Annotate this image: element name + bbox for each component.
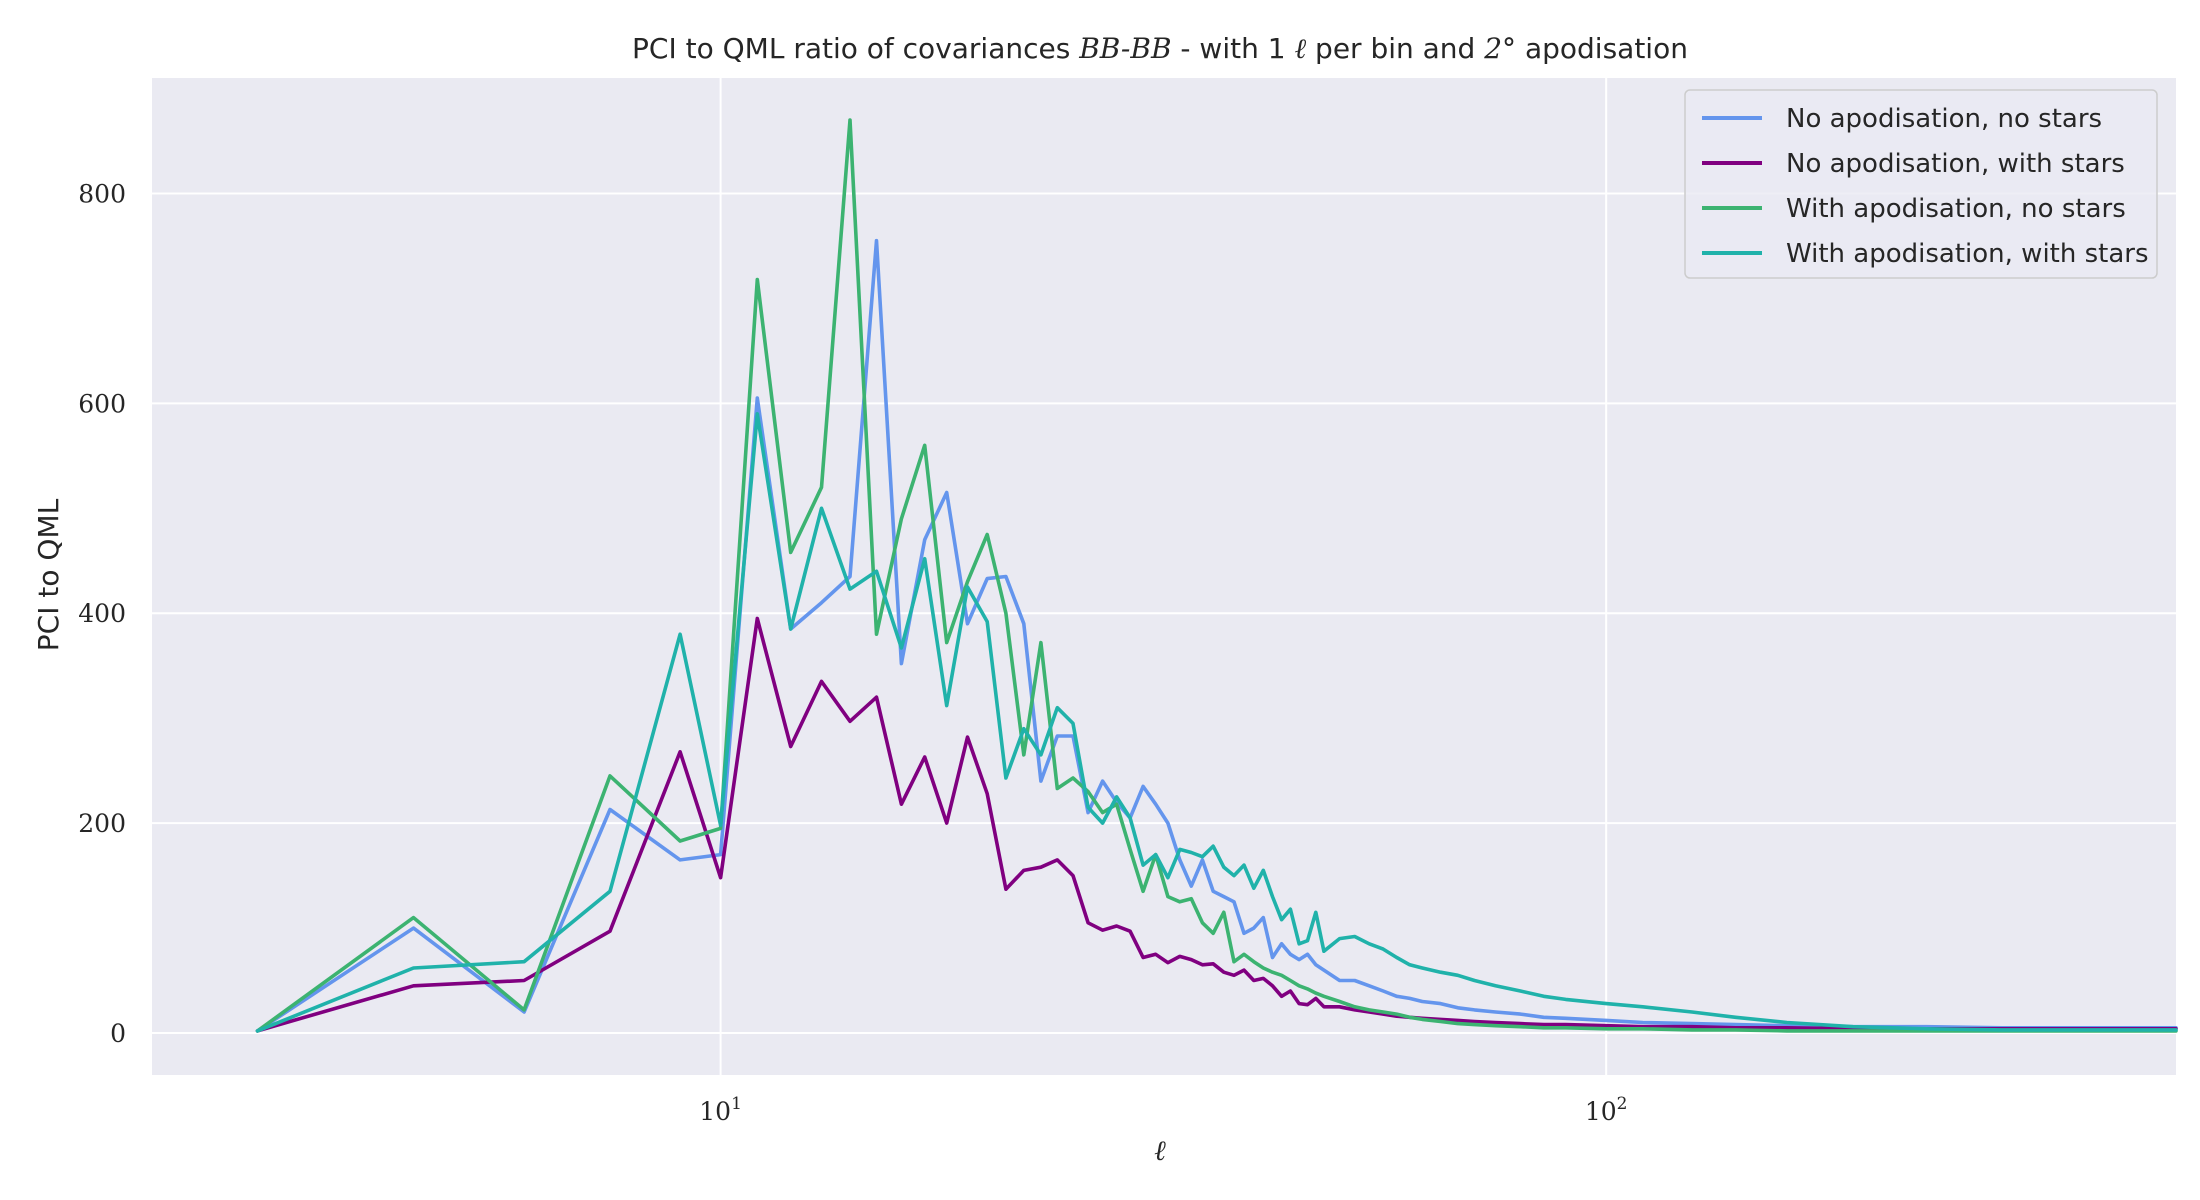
legend-box bbox=[1684, 89, 2158, 279]
series-line-2 bbox=[255, 616, 2178, 1033]
series-line-1 bbox=[255, 238, 2178, 1033]
x-tick-label: 102 bbox=[1585, 1094, 1628, 1126]
y-tick-label: 400 bbox=[78, 599, 126, 628]
y-tick-label: 200 bbox=[78, 809, 126, 838]
legend-label: No apodisation, with stars bbox=[1786, 149, 2125, 179]
x-tick-label: 101 bbox=[699, 1094, 742, 1126]
series-line-4 bbox=[255, 412, 2178, 1033]
y-axis-label: PCI to QML bbox=[32, 498, 65, 651]
y-tick-label: 0 bbox=[110, 1019, 126, 1048]
legend-label: With apodisation, no stars bbox=[1786, 194, 2126, 224]
series-layer bbox=[255, 118, 2178, 1033]
chart-title: PCI to QML ratio of covariances BB-BB - … bbox=[632, 32, 1688, 65]
ticks: 0 200 400 600 800 101 102 bbox=[78, 179, 1627, 1126]
legend-label: With apodisation, with stars bbox=[1786, 239, 2149, 269]
y-tick-label: 600 bbox=[78, 389, 126, 418]
series-line-3 bbox=[255, 118, 2178, 1033]
legend-label: No apodisation, no stars bbox=[1786, 104, 2102, 134]
grid bbox=[152, 78, 2176, 1075]
y-tick-label: 800 bbox=[78, 179, 126, 208]
legend: No apodisation, no stars No apodisation, … bbox=[1684, 89, 2158, 279]
x-axis-label: ℓ bbox=[1154, 1134, 1166, 1167]
